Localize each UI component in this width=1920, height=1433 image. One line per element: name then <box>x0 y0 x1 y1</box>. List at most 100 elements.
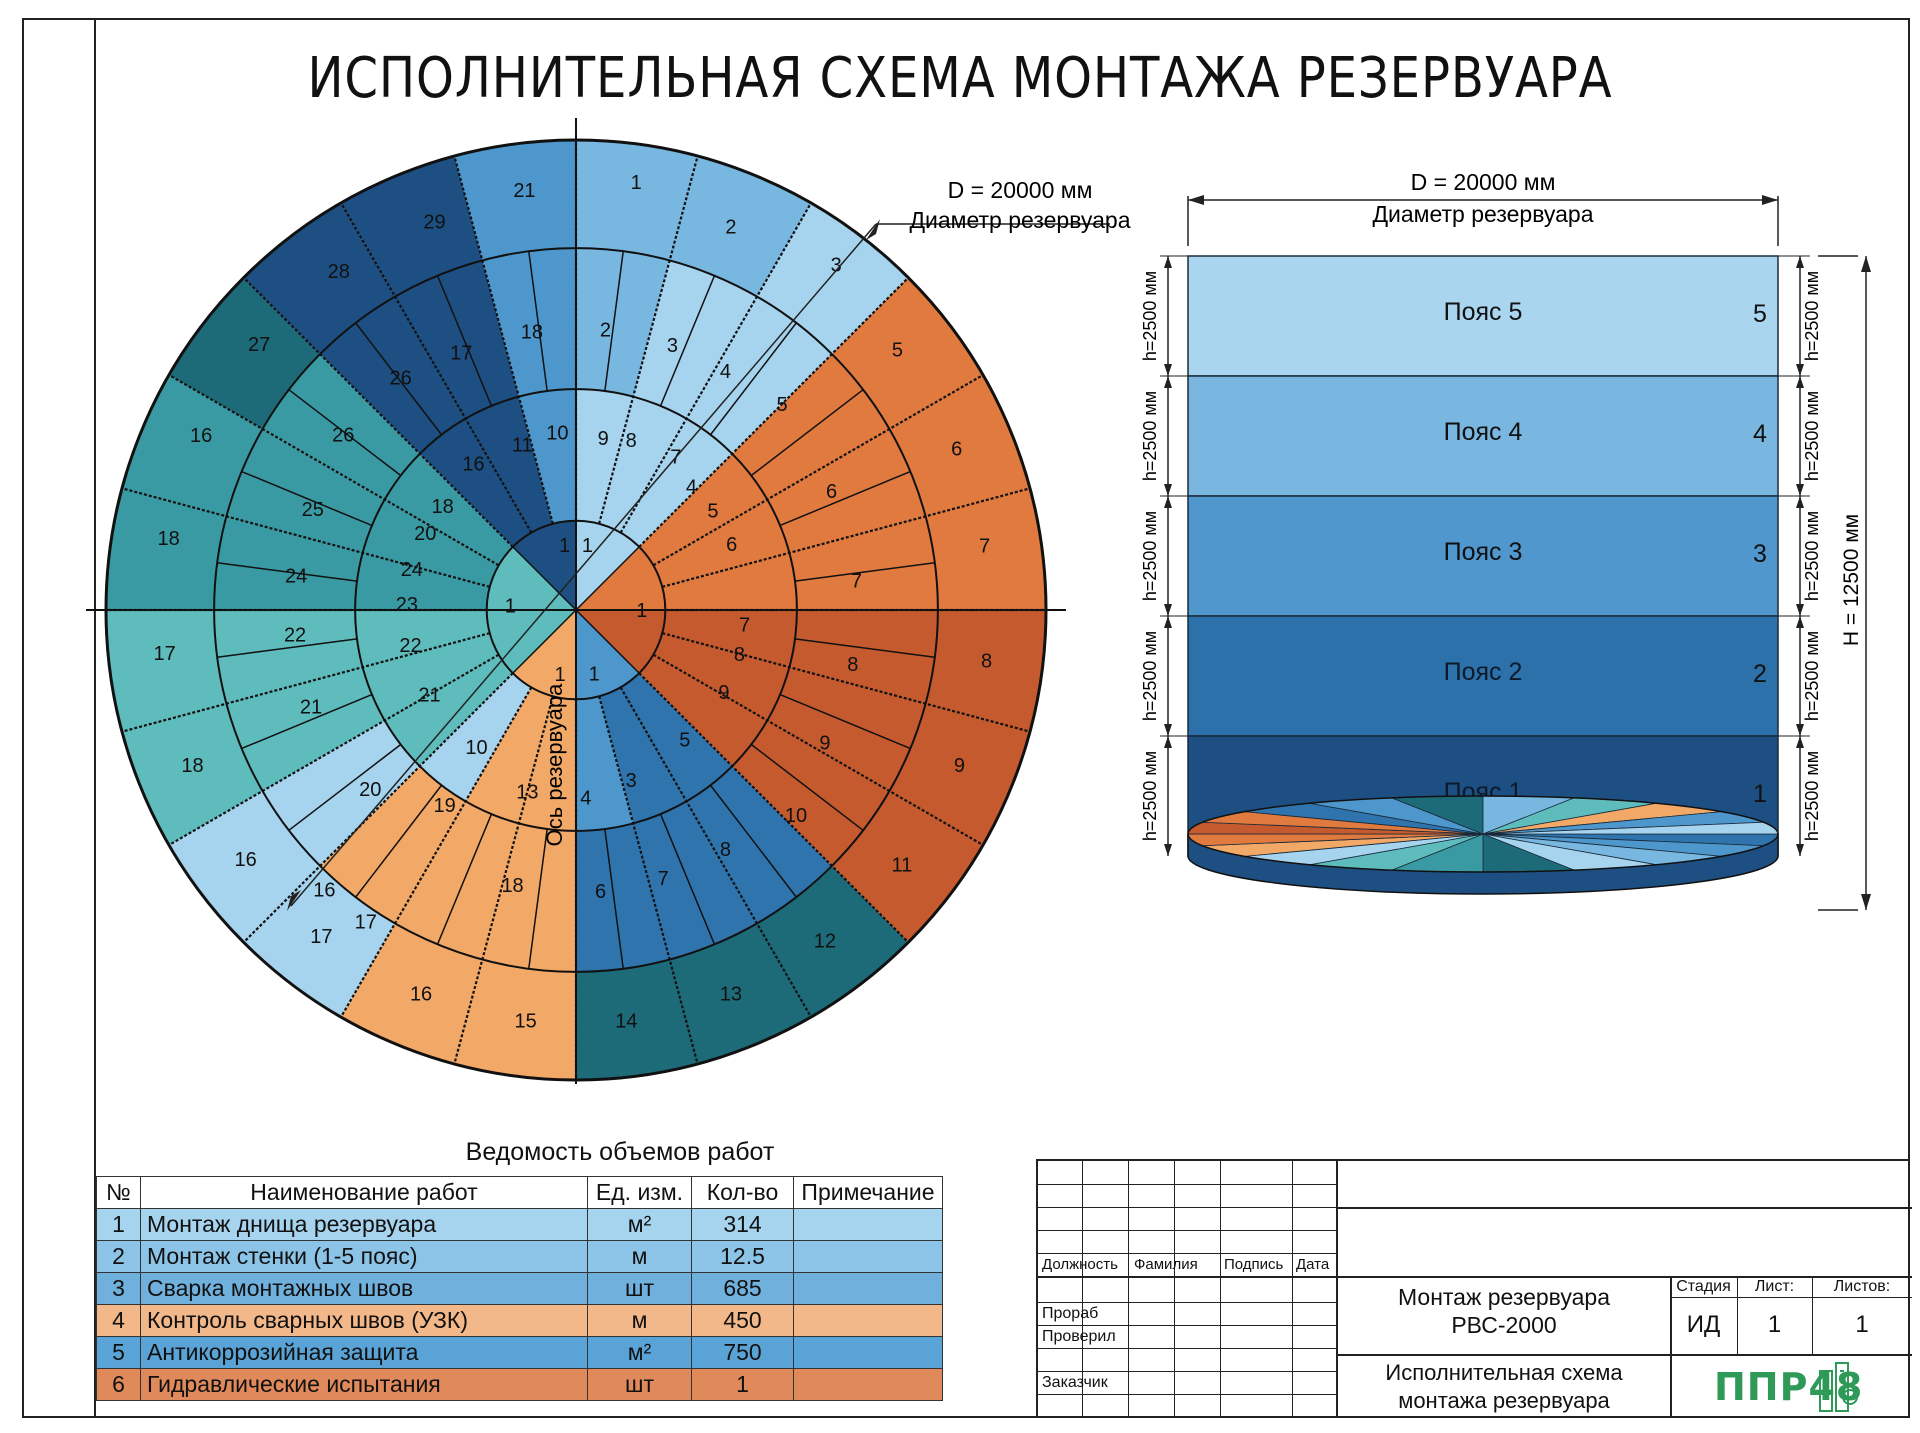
stamp-role-checked: Проверил <box>1042 1328 1116 1345</box>
sector-label: 24 <box>285 566 307 588</box>
course-height-left: h=2500 мм <box>1140 631 1160 721</box>
sector-label: 8 <box>626 430 637 452</box>
middle-ring-sector <box>482 248 576 397</box>
inner-ring-sector <box>465 687 576 831</box>
radial-seam <box>709 322 797 436</box>
plan-axis-label: Ось резервуара <box>542 683 567 846</box>
sector-label: 16 <box>410 983 432 1005</box>
center-seam <box>575 546 640 611</box>
work-table-row: 4 Контроль сварных швов (УЗК) м 450 <box>96 1304 943 1337</box>
sector-label: 21 <box>300 696 322 718</box>
work-table-row: 5 Антикоррозийная защита м² 750 <box>96 1336 943 1369</box>
work-table-row: 3 Сварка монтажных швов шт 685 <box>96 1272 943 1305</box>
work-table-row: 2 Монтаж стенки (1-5 пояс) м 12.5 <box>96 1240 943 1273</box>
radial-seam <box>794 562 935 582</box>
stamp-role-customer: Заказчик <box>1042 1374 1108 1391</box>
inner-ring-sector <box>620 418 733 547</box>
inner-ring-sector <box>576 389 687 533</box>
elevation-diameter-label: D = 20000 мм <box>1411 169 1556 195</box>
course-number: 2 <box>1753 660 1767 688</box>
radial-seam <box>288 389 402 477</box>
center-sector <box>486 546 576 610</box>
radial-seam <box>604 251 624 392</box>
radial-seam <box>355 784 443 898</box>
sector-label: 4 <box>720 361 731 383</box>
col-name: Наименование работ <box>140 1176 588 1209</box>
plan-diameter-callout: D = 20000 мм Диаметр резервуара <box>287 177 1131 911</box>
logo-text: ППР48 <box>1714 1365 1864 1409</box>
sector-label: 22 <box>399 635 421 657</box>
inner-ring-sector <box>639 610 797 767</box>
binding-margin-line <box>94 18 1910 1418</box>
radial-weld <box>121 487 491 588</box>
sector-label: 7 <box>658 868 669 890</box>
course-height-left: h=2500 мм <box>1140 511 1160 601</box>
radial-weld <box>619 686 812 1018</box>
overall-height-dim: H = 12500 мм <box>1818 255 1871 911</box>
course-height-right: h=2500 мм <box>1802 391 1822 481</box>
stamp-col-surname: Фамилия <box>1134 1256 1198 1273</box>
inner-ring-sector <box>576 696 634 831</box>
radial-seam <box>794 638 935 658</box>
middle-ring-sector <box>262 720 420 866</box>
row-note <box>793 1240 943 1273</box>
center-sector <box>576 520 640 610</box>
sector-label: 22 <box>284 625 306 647</box>
middle-ring-sector <box>214 610 385 791</box>
row-unit: шт <box>587 1368 692 1401</box>
row-number: 3 <box>96 1272 141 1305</box>
sector-label: 6 <box>951 438 962 460</box>
row-number: 5 <box>96 1336 141 1369</box>
sector-label: 18 <box>158 528 180 550</box>
sector-label: 2 <box>725 217 736 239</box>
sector-label: 21 <box>418 685 440 707</box>
sector-label: 10 <box>785 805 807 827</box>
course-number: 3 <box>1753 540 1767 568</box>
row-unit: м² <box>587 1208 692 1241</box>
course-number: 5 <box>1753 300 1767 328</box>
sector-label: 26 <box>390 367 412 389</box>
radial-weld <box>340 686 533 1018</box>
sector-label: 9 <box>598 428 609 450</box>
radial-seam <box>750 743 864 831</box>
radial-weld <box>661 487 1031 588</box>
radial-seam <box>659 275 716 407</box>
middle-ring-sector <box>214 429 385 610</box>
course-height-right: h=2500 мм <box>1802 751 1822 841</box>
sector-label: 21 <box>513 180 535 202</box>
sector-label: 11 <box>512 435 533 457</box>
plan-diameter-label: D = 20000 мм <box>948 177 1093 203</box>
center-sector <box>512 520 576 610</box>
radial-seam <box>288 743 402 831</box>
sector-label: 1 <box>559 535 570 557</box>
elevation-diameter-caption: Диаметр резервуара <box>1372 201 1593 227</box>
row-quantity: 450 <box>691 1304 794 1337</box>
stamp-stage-value: ИД <box>1686 1311 1721 1338</box>
sector-label: 16 <box>235 849 257 871</box>
sector-label: 14 <box>615 1011 637 1033</box>
work-table-header: № Наименование работ Ед. изм. Кол-во При… <box>96 1176 943 1209</box>
middle-ring-sector <box>320 260 519 454</box>
sector-label: 3 <box>831 255 842 277</box>
sheet-frame <box>22 18 1910 1418</box>
col-qty: Кол-во <box>691 1176 794 1209</box>
col-num: № <box>96 1176 141 1209</box>
radial-weld <box>453 695 554 1065</box>
sector-label: 3 <box>626 770 637 792</box>
plan-diameter-caption: Диаметр резервуара <box>909 207 1130 233</box>
sector-label: 13 <box>720 983 742 1005</box>
row-work-name: Гидравлические испытания <box>140 1368 588 1401</box>
sector-label: 1 <box>582 535 593 557</box>
radial-seam <box>241 693 373 750</box>
middle-ring-sector <box>576 248 670 397</box>
row-quantity: 685 <box>691 1272 794 1305</box>
outer-ring-sector <box>243 202 396 355</box>
sector-label: 1 <box>505 595 516 617</box>
tank-bottom-plan: 1235678911121314151617161817181627282921… <box>86 118 1131 1084</box>
radial-seam <box>436 813 493 945</box>
sector-label: 5 <box>892 340 903 362</box>
radial-weld <box>340 202 533 534</box>
row-quantity: 12.5 <box>691 1240 794 1273</box>
course-height-right: h=2500 мм <box>1802 271 1822 361</box>
